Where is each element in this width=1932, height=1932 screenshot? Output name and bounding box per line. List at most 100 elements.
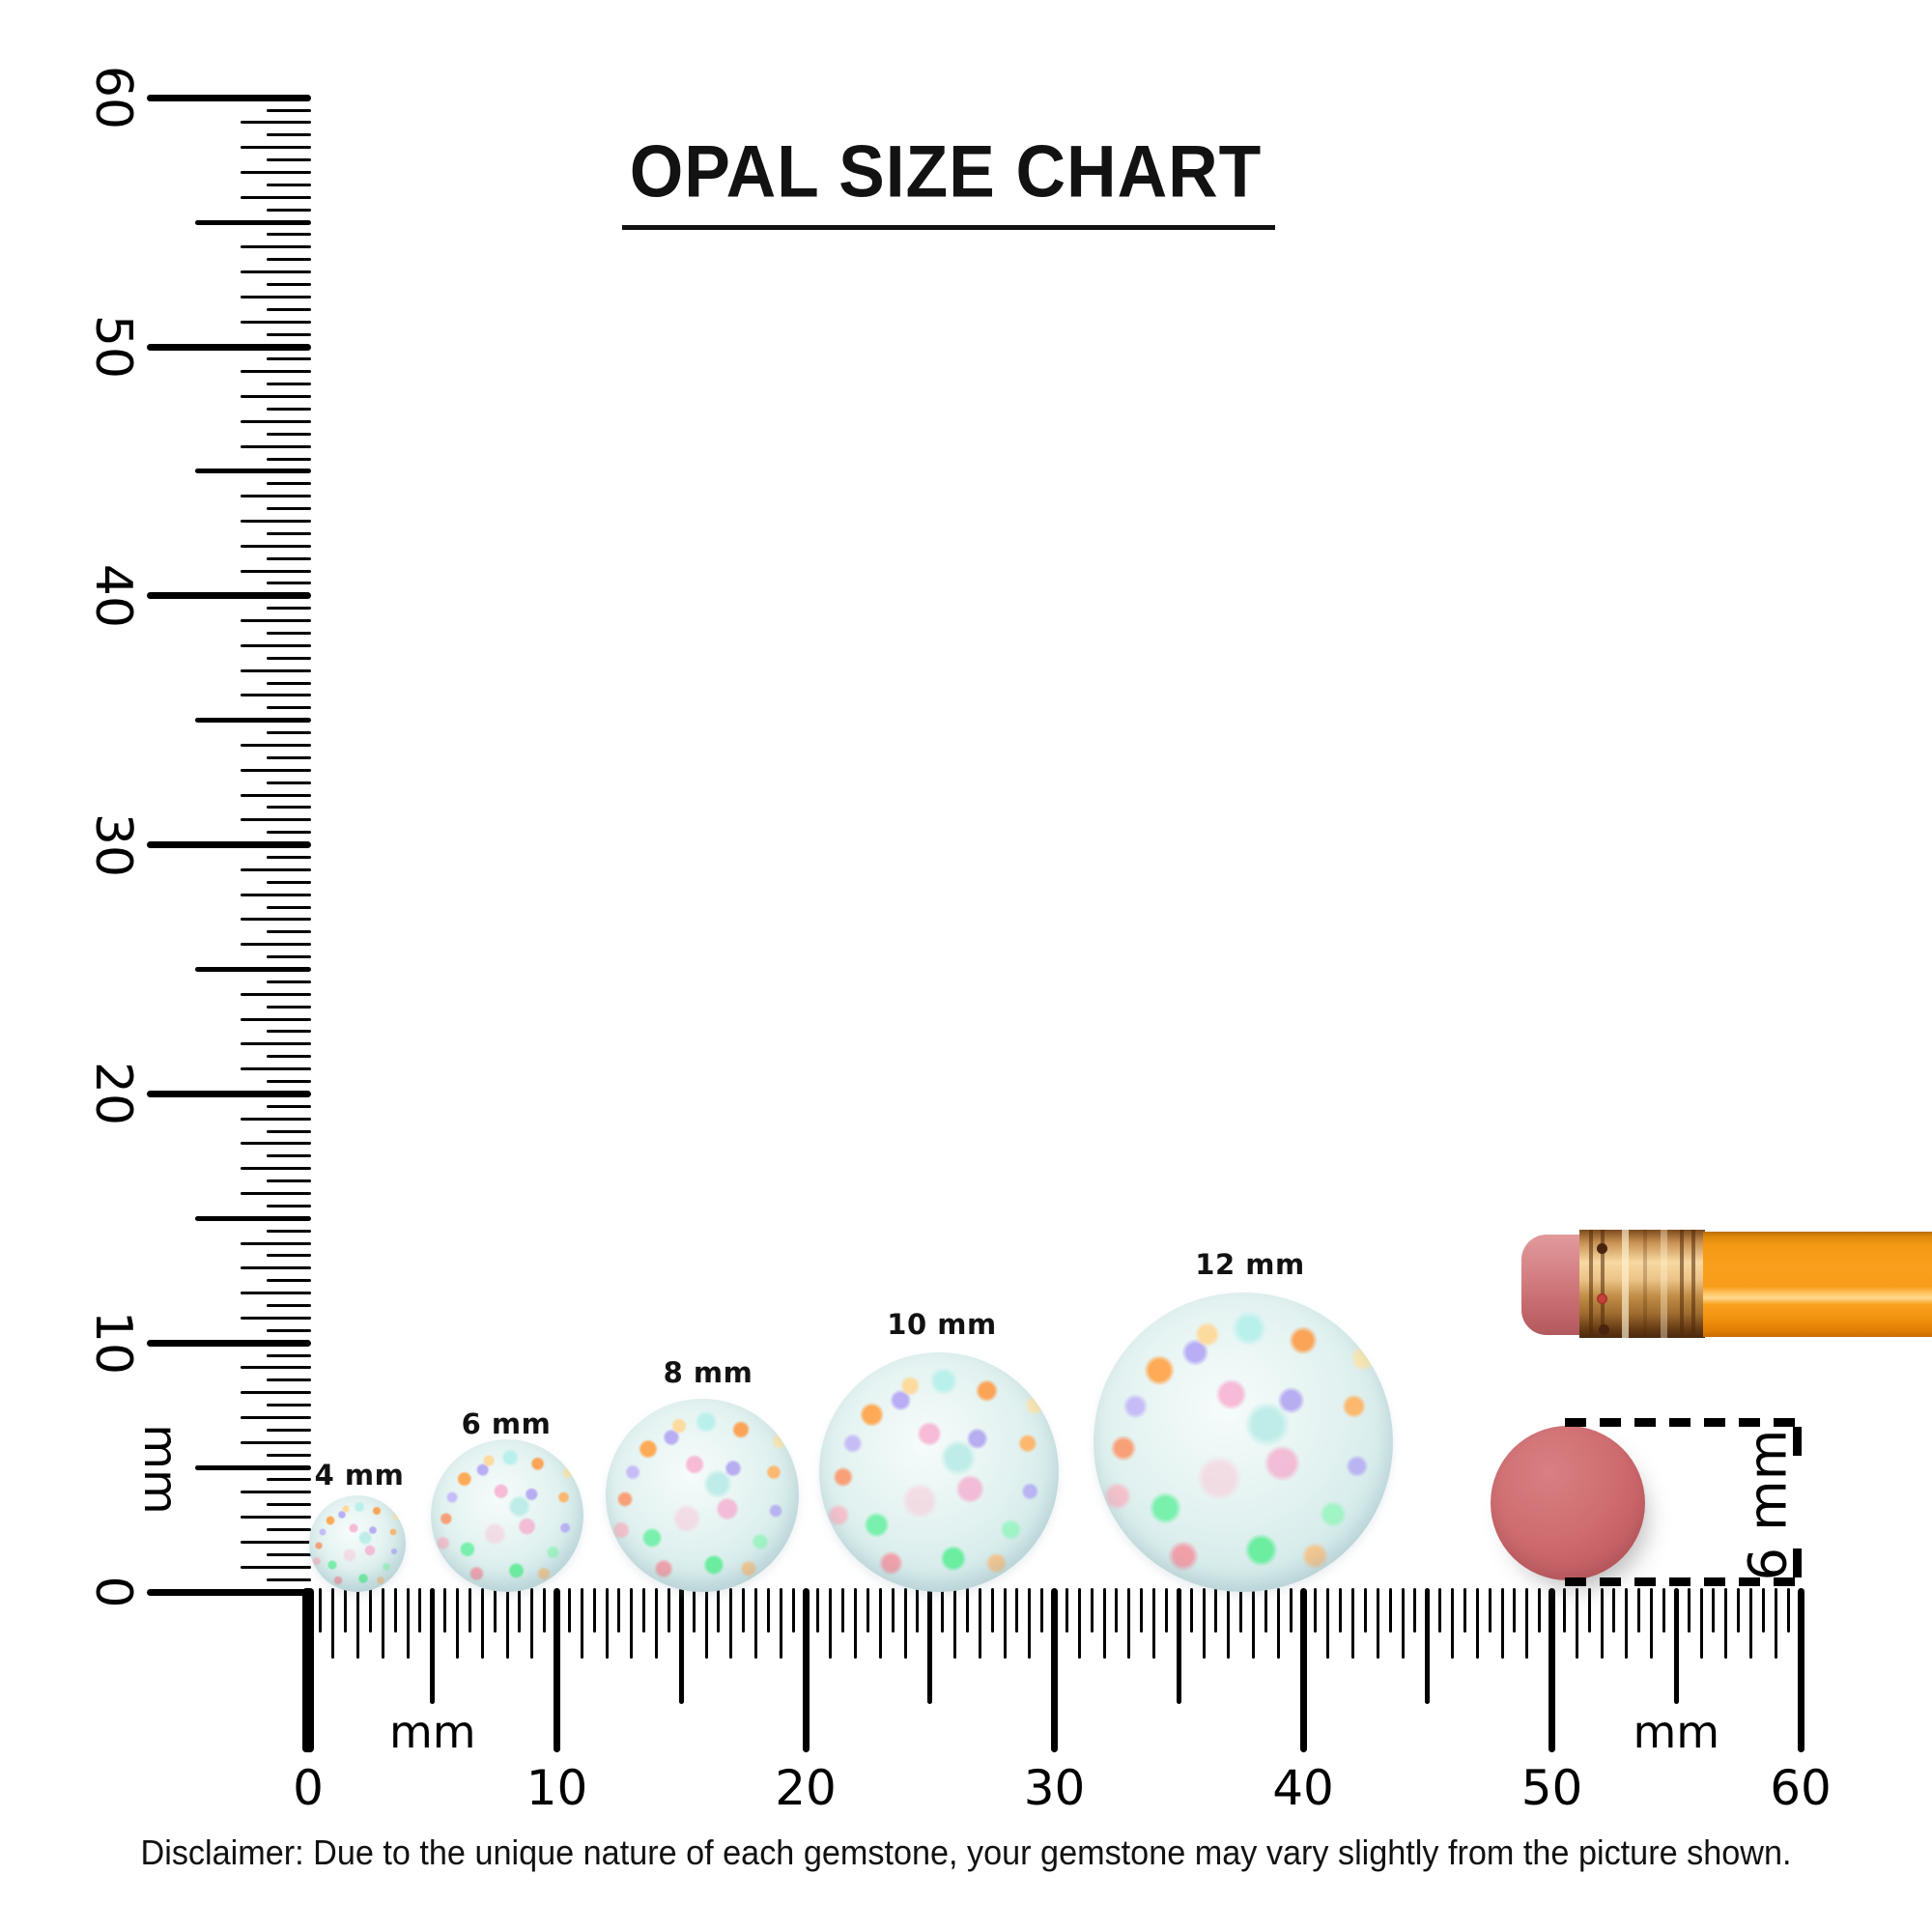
left-ruler-tick-half — [195, 219, 311, 225]
bottom-ruler-tick-unit — [1152, 1588, 1155, 1659]
left-ruler-tick-unit — [241, 1142, 311, 1146]
left-ruler-tick-unit — [241, 195, 311, 199]
bottom-ruler-tick-sub — [667, 1588, 670, 1633]
left-ruler-tick-sub — [267, 1279, 311, 1283]
left-ruler-tick-sub — [267, 1453, 311, 1457]
bottom-ruler-tick-unit — [1625, 1588, 1629, 1659]
left-ruler-tick-unit — [241, 1416, 311, 1420]
left-ruler-tick-sub — [267, 233, 311, 237]
left-ruler-tick-sub — [267, 1129, 311, 1133]
left-ruler-tick-sub — [267, 531, 311, 535]
left-ruler-tick-sub — [267, 1528, 311, 1532]
bottom-ruler-tick-sub — [368, 1588, 372, 1633]
left-ruler-tick-sub — [267, 183, 311, 186]
bottom-ruler-tick-sub — [1264, 1588, 1267, 1633]
bottom-ruler-tick-sub — [418, 1588, 422, 1633]
left-ruler-tick-unit — [241, 495, 311, 498]
bottom-ruler-tick-half — [1673, 1588, 1679, 1704]
bottom-ruler-tick-unit — [456, 1588, 459, 1659]
left-ruler-number: 10 — [84, 1311, 142, 1376]
left-ruler-tick-half — [195, 1215, 311, 1221]
opal-12mm — [1094, 1293, 1393, 1592]
left-ruler-tick-sub — [267, 1104, 311, 1108]
left-ruler-tick-sub — [267, 631, 311, 635]
left-ruler-tick-unit — [241, 743, 311, 747]
opal-label-10mm: 10 mm — [887, 1308, 997, 1341]
left-ruler-tick-sub — [267, 806, 311, 810]
opal-4mm — [309, 1495, 406, 1592]
ferrule-groove — [1643, 1230, 1647, 1338]
left-ruler-tick-sub — [267, 133, 311, 137]
bottom-ruler-tick-unit — [1202, 1588, 1206, 1659]
bottom-ruler-number: 40 — [1272, 1760, 1334, 1816]
left-ruler-tick-sub — [267, 556, 311, 560]
bottom-ruler-tick-sub — [617, 1588, 621, 1633]
bottom-ruler-unit-label-left: mm — [388, 1706, 476, 1758]
left-ruler-tick-unit — [241, 1017, 311, 1021]
bottom-ruler-tick-unit — [1475, 1588, 1479, 1659]
bottom-ruler-tick-unit — [1351, 1588, 1354, 1659]
bottom-ruler-number: 0 — [293, 1760, 324, 1816]
left-ruler-tick-half — [195, 967, 311, 972]
bottom-ruler-tick-sub — [1438, 1588, 1442, 1633]
bottom-ruler-tick-major — [1051, 1588, 1058, 1752]
bottom-ruler-tick-sub — [567, 1588, 571, 1633]
left-ruler-tick-unit — [241, 171, 311, 175]
left-ruler-tick-unit — [241, 768, 311, 772]
left-ruler-tick-sub — [267, 383, 311, 386]
bottom-ruler-tick-sub — [1562, 1588, 1566, 1633]
bottom-ruler-tick-unit — [1401, 1588, 1405, 1659]
left-ruler-tick-sub — [267, 955, 311, 959]
left-ruler-unit-label: mm — [133, 1424, 187, 1515]
bottom-ruler-tick-unit — [1003, 1588, 1007, 1659]
left-ruler-tick-sub — [267, 831, 311, 835]
bottom-ruler-tick-sub — [1687, 1588, 1690, 1633]
ferrule-groove — [1691, 1230, 1695, 1338]
bottom-ruler-number: 50 — [1520, 1760, 1583, 1816]
left-ruler-tick-sub — [267, 332, 311, 336]
bottom-ruler-tick-sub — [1786, 1588, 1790, 1633]
bottom-ruler-tick-sub — [965, 1588, 969, 1633]
bottom-ruler-tick-sub — [468, 1588, 471, 1633]
bottom-ruler-tick-unit — [978, 1588, 981, 1659]
bottom-ruler-tick-unit — [1028, 1588, 1032, 1659]
opal-label-4mm: 4 mm — [314, 1459, 405, 1492]
left-ruler-tick-sub — [267, 582, 311, 585]
left-ruler-tick-unit — [241, 295, 311, 298]
left-ruler-tick-sub — [267, 930, 311, 934]
left-ruler-tick-sub — [267, 855, 311, 859]
opal-label-8mm: 8 mm — [663, 1356, 753, 1389]
bottom-ruler-tick-unit — [630, 1588, 634, 1659]
bottom-ruler-tick-half — [1425, 1588, 1431, 1704]
left-ruler-tick-unit — [241, 419, 311, 423]
left-ruler-tick-major — [147, 1588, 311, 1596]
left-ruler-tick-unit — [241, 444, 311, 448]
bottom-ruler-tick-sub — [1164, 1588, 1168, 1633]
left-ruler-tick-sub — [267, 1204, 311, 1208]
left-ruler-tick-unit — [241, 1117, 311, 1121]
left-ruler-tick-unit — [241, 818, 311, 822]
bottom-ruler-tick-sub — [1612, 1588, 1616, 1633]
bottom-ruler-tick-sub — [1040, 1588, 1044, 1633]
left-ruler-tick-unit — [241, 370, 311, 374]
left-ruler-tick-sub — [267, 432, 311, 436]
dashed-line-top — [1565, 1418, 1803, 1427]
bottom-ruler-tick-unit — [1102, 1588, 1106, 1659]
left-ruler-tick-sub — [267, 1353, 311, 1357]
ferrule-groove — [1589, 1230, 1593, 1338]
left-ruler-tick-sub — [267, 1428, 311, 1432]
bottom-ruler-tick-sub — [1140, 1588, 1144, 1633]
left-ruler-tick-sub — [267, 1503, 311, 1507]
dashed-stub-bottom — [1793, 1548, 1802, 1577]
pencil-body — [1703, 1232, 1932, 1337]
bottom-ruler-tick-unit — [605, 1588, 609, 1659]
bottom-ruler-number: 10 — [526, 1760, 588, 1816]
bottom-ruler-number: 30 — [1023, 1760, 1086, 1816]
left-ruler-tick-sub — [267, 1005, 311, 1009]
left-ruler-tick-unit — [241, 867, 311, 871]
bottom-ruler-tick-sub — [1538, 1588, 1542, 1633]
left-ruler-tick-sub — [267, 1030, 311, 1034]
bottom-ruler-tick-unit — [580, 1588, 583, 1659]
left-ruler-tick-sub — [267, 158, 311, 162]
